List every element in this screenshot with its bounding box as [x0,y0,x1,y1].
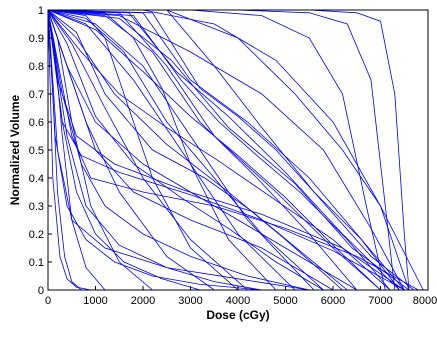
x-axis-title: Dose (cGy) [206,308,269,322]
dvh-curve-23 [48,10,410,290]
dvh-curve-25 [48,10,405,290]
dvh-curve-33 [48,10,419,290]
y-tick-label: 0.8 [29,61,44,73]
y-tick-label: 1 [38,5,44,17]
y-axis: 0 0.1 0.2 0.3 0.4 0.5 0.6 0.7 0.8 0.9 1 [29,5,52,297]
dvh-curve-38 [48,10,324,290]
dvh-curve-10 [48,10,381,290]
x-tick-label: 3000 [178,295,202,307]
dvh-curve-29 [48,10,239,290]
dvh-curve-35 [48,10,391,290]
y-tick-label: 0.5 [29,145,44,157]
dvh-curve-28 [48,10,110,290]
dvh-curve-13 [48,10,410,290]
dvh-curve-31 [48,10,405,290]
dvh-curve-15 [48,10,381,290]
x-tick-label: 6000 [321,295,345,307]
dvh-curve-12 [48,10,405,290]
y-tick-label: 0.3 [29,201,44,213]
dvh-curve-11 [48,10,400,290]
dvh-curve-20 [48,10,334,290]
x-tick-label: 7000 [368,295,392,307]
dvh-curve-26 [48,10,391,290]
x-tick-label: 5000 [273,295,297,307]
dvh-curve-16 [48,10,343,290]
dvh-curve-34 [48,10,424,290]
dvh-curve-19 [48,10,310,290]
dvh-curve-30 [48,10,277,290]
dvh-curve-27 [48,10,262,290]
dvh-curve-5 [48,10,248,290]
x-tick-label: 8000 [413,295,437,307]
y-tick-label: 0.9 [29,33,44,45]
series-lines [48,10,424,290]
x-tick-label: 4000 [226,295,250,307]
dvh-curve-39 [48,10,310,290]
dvh-curve-21 [48,10,386,290]
x-tick-label: 0 [45,295,51,307]
dvh-curve-40 [48,10,262,290]
y-tick-label: 0.4 [29,173,44,185]
dvh-curve-37 [48,10,348,290]
y-tick-label: 0.6 [29,117,44,129]
y-tick-label: 0.2 [29,229,44,241]
dvh-curve-8 [48,10,324,290]
y-tick-label: 0.7 [29,89,44,101]
dvh-curve-32 [48,10,405,290]
dvh-curve-36 [48,10,400,290]
y-axis-title: Normalized Volume [8,94,22,205]
y-tick-label: 0 [38,285,44,297]
dvh-curve-6 [48,10,296,290]
dvh-curve-14 [48,10,415,290]
dvh-curve-22 [48,10,396,290]
x-tick-label: 1000 [83,295,107,307]
dvh-curve-4 [48,10,215,290]
x-tick-label: 2000 [131,295,155,307]
y-tick-label: 0.1 [29,257,44,269]
x-axis: 0 1000 2000 3000 4000 5000 6000 7000 8000 [45,286,437,307]
